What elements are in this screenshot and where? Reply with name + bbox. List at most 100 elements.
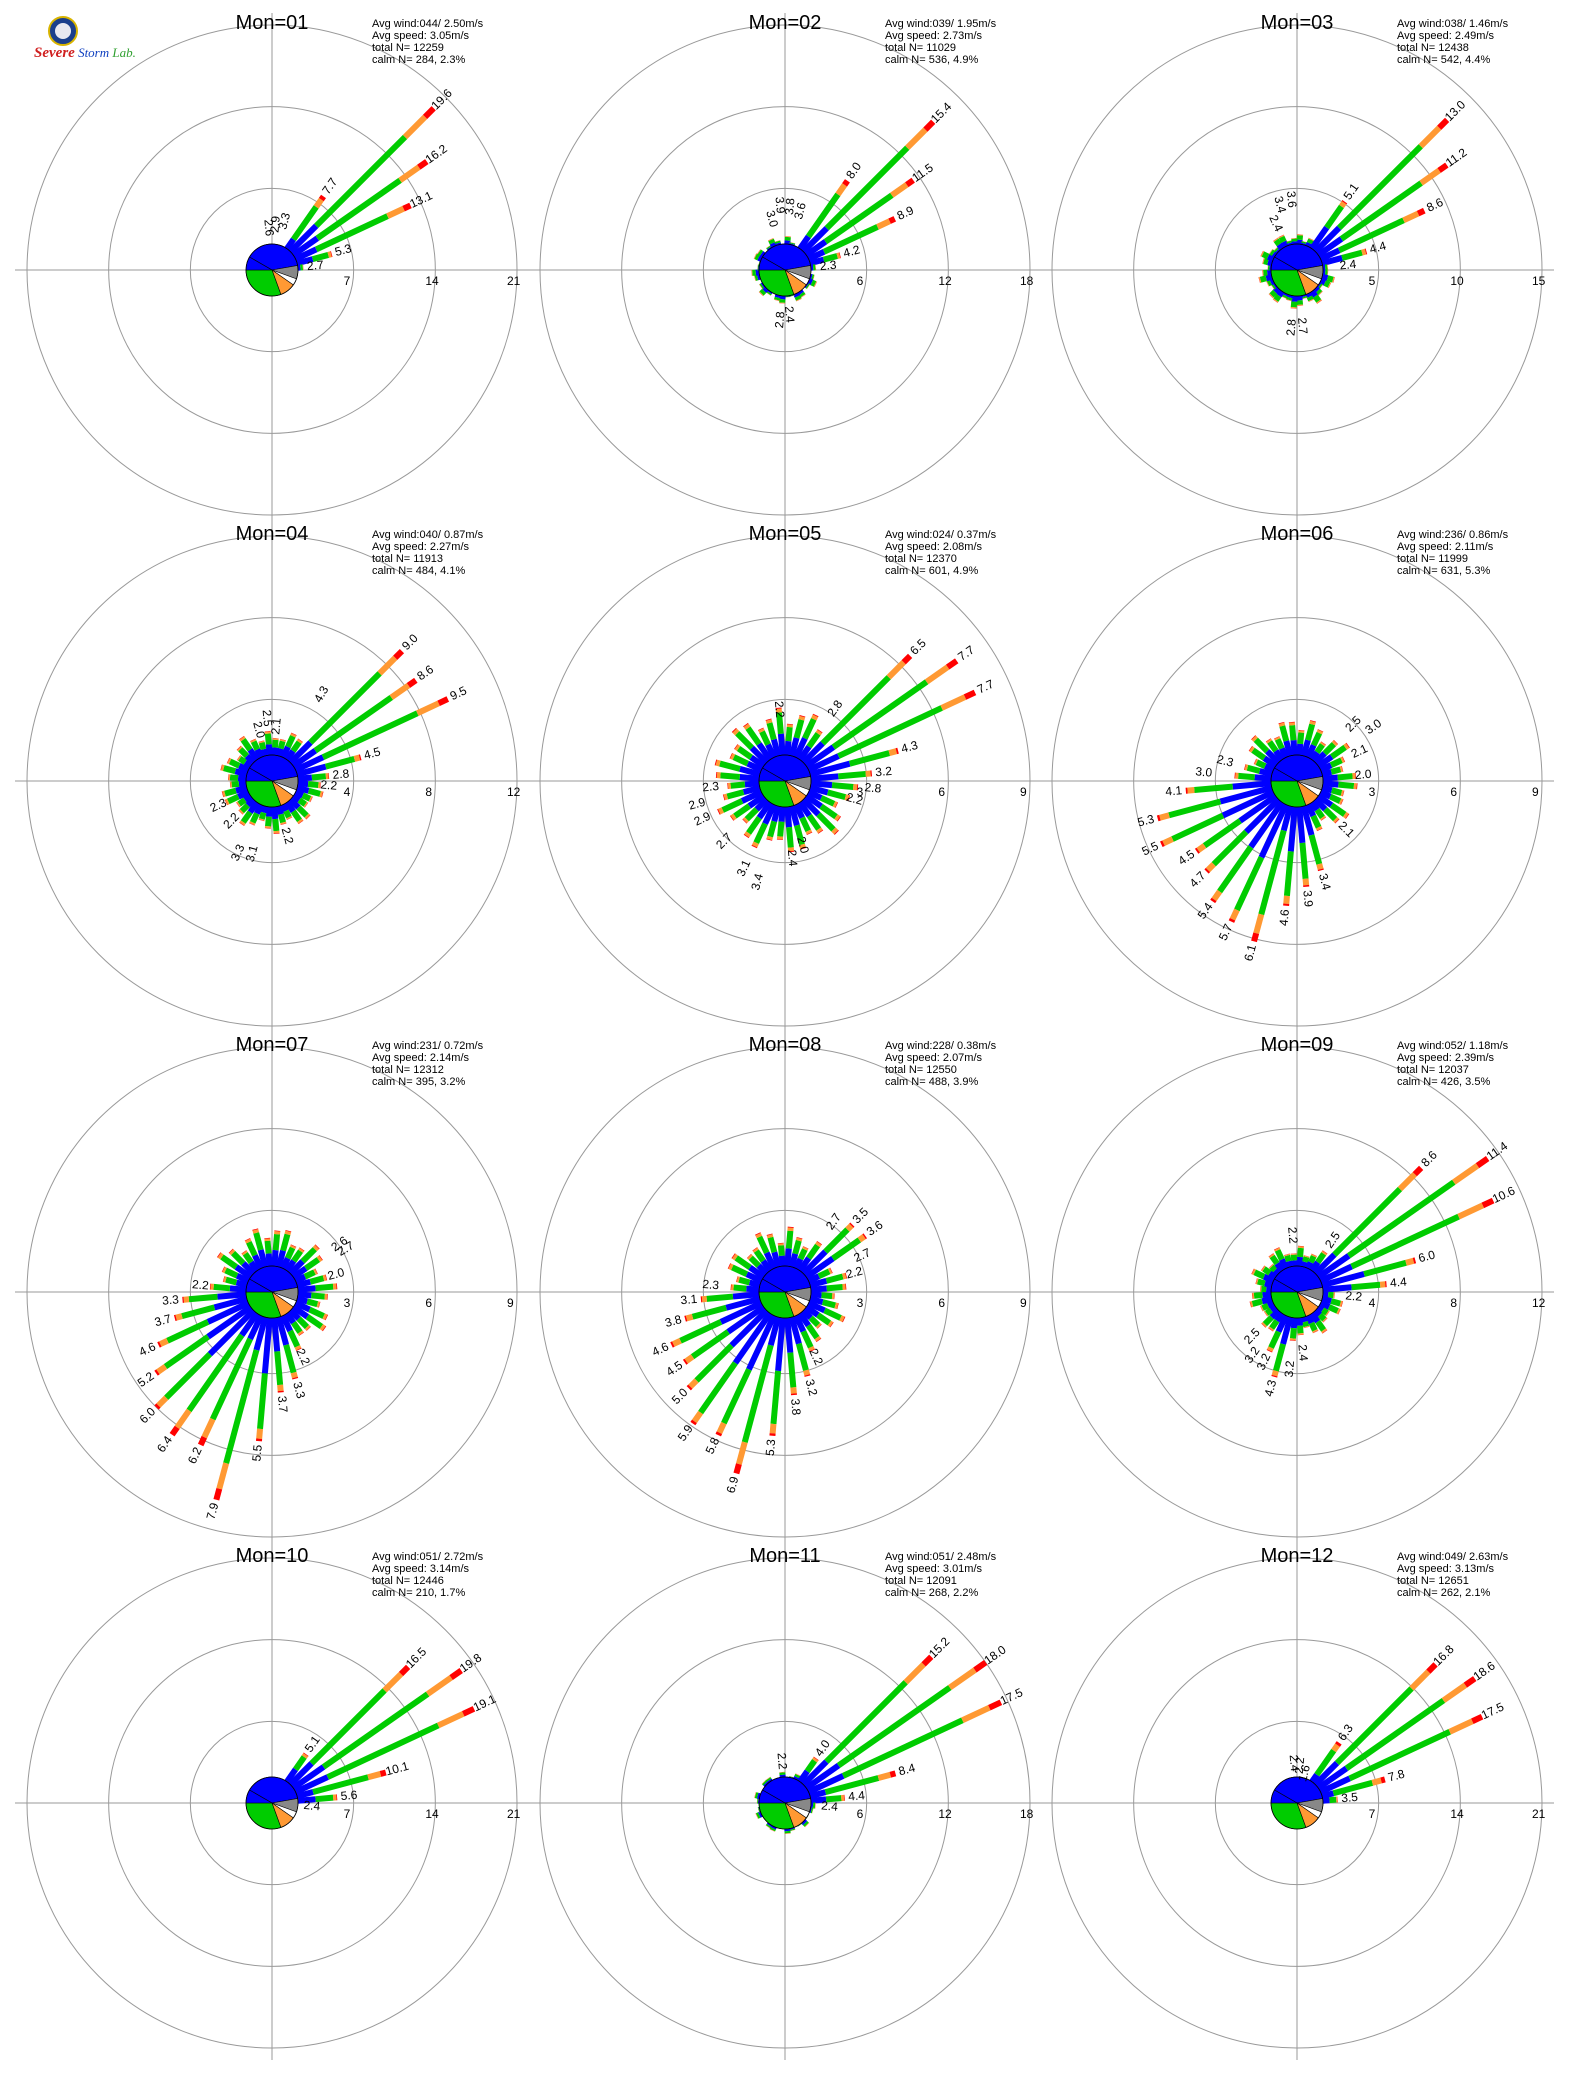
wind-bar-segment: [1262, 1273, 1275, 1284]
wind-bar-segment: [278, 813, 286, 824]
wind-bar-segment: [1332, 1186, 1403, 1257]
wind-bar-segment: [1313, 286, 1320, 293]
wind-bar-segment: [775, 1317, 786, 1372]
wind-bar-segment: [728, 1263, 734, 1271]
wind-bar-segment: [1300, 739, 1311, 757]
wind-bar-segment: [723, 793, 729, 801]
wind-bar-segment: [313, 694, 394, 754]
wind-bar-segment: [1347, 1179, 1456, 1259]
wind-bar-segment: [285, 734, 296, 749]
wind-bar-segment: [1319, 741, 1326, 747]
wind-bar-segment: [759, 251, 766, 258]
wind-bar-segment: [802, 1820, 809, 1827]
wind-bar-segment: [793, 1314, 807, 1333]
grid-ring: [26, 24, 518, 516]
wind-bar-segment: [296, 1278, 312, 1289]
wind-bar-segment: [237, 775, 247, 782]
wind-bar-segment: [1312, 1329, 1319, 1333]
wind-bar-segment: [297, 797, 307, 807]
wind-bar-segment: [1302, 1321, 1310, 1328]
wind-bar-segment: [290, 1371, 298, 1379]
wind-bar-segment: [237, 763, 250, 773]
bar-value-label: 4.3: [1261, 1378, 1279, 1398]
bar-value-label: 5.4: [1195, 900, 1216, 922]
wind-bar-segment: [291, 1304, 310, 1320]
wind-bar-segment: [777, 733, 786, 756]
wind-bar-segment: [766, 1234, 774, 1239]
bar-value-label: 4.6: [137, 1339, 158, 1359]
wind-bar-segment: [1310, 814, 1322, 829]
wind-bar-segment: [294, 789, 305, 799]
wind-bar-segment: [1269, 1254, 1280, 1266]
wind-bar-segment: [823, 1307, 842, 1321]
wind-bar-segment: [234, 1264, 253, 1280]
wind-bar-segment: [801, 741, 825, 765]
wind-bar-segment: [1296, 806, 1306, 844]
bar-value-label: 2.4: [1339, 257, 1357, 272]
wind-bar-segment: [250, 740, 261, 751]
bar-value-label: 2.4: [303, 1798, 321, 1813]
wind-bar-segment: [1331, 787, 1343, 796]
wind-bar-segment: [237, 755, 242, 761]
wind-bar-segment: [222, 765, 237, 775]
wind-bar-segment: [1325, 1310, 1330, 1317]
wind-bar-segment: [804, 239, 828, 258]
ring-tick-label: 5: [1369, 274, 1376, 288]
bar-value-label: 6.9: [724, 1475, 742, 1495]
wind-bar-segment: [1313, 1760, 1340, 1787]
wind-bar-segment: [749, 745, 769, 765]
wind-bar-segment: [322, 1313, 328, 1320]
wind-bar-segment: [763, 1251, 777, 1270]
wind-bar-segment: [1329, 802, 1347, 817]
wind-bar-segment: [804, 1256, 835, 1280]
wind-bar-segment: [1268, 293, 1274, 299]
panel-title: Mon=12: [1261, 1545, 1334, 1567]
wind-bar-segment: [1258, 803, 1289, 859]
wind-bar-segment: [1286, 296, 1293, 301]
panel-title: Mon=07: [236, 1034, 309, 1056]
wind-bar-segment: [825, 1273, 844, 1284]
wind-bar-segment: [229, 774, 239, 782]
wind-bar-segment: [940, 694, 967, 711]
wind-bar-segment: [793, 737, 808, 759]
stat-calm-n: calm N= 631, 5.3%: [1397, 565, 1490, 577]
bar-value-label: 6.0: [1417, 1247, 1437, 1265]
wind-bar-segment: [1244, 764, 1249, 771]
wind-bar-segment: [1211, 829, 1249, 867]
wind-bar-segment: [1350, 1213, 1460, 1270]
wind-bar-segment: [694, 1343, 734, 1383]
wind-bar-segment: [1162, 836, 1174, 846]
wind-bar-segment: [1268, 1253, 1275, 1259]
wind-bar-segment: [810, 1285, 828, 1293]
bar-value-label: 8.6: [1424, 195, 1445, 215]
wind-bar-segment: [738, 1276, 751, 1286]
wind-bar-segment: [1232, 780, 1272, 790]
bar-value-label: 3.4: [748, 872, 766, 892]
wind-bar-segment: [804, 1304, 820, 1318]
wind-bar-segment: [256, 1428, 264, 1439]
bar-value-label: 3.6: [791, 201, 809, 221]
grid-ring: [26, 535, 518, 1027]
wind-bar-segment: [1160, 840, 1165, 847]
wind-bar-segment: [1316, 863, 1324, 870]
bar-value-label: 2.7: [306, 258, 324, 273]
wind-bar-segment: [804, 793, 823, 809]
wind-bar-segment: [156, 1364, 168, 1375]
wind-bar-segment: [1254, 774, 1272, 782]
stat-avg-wind: Avg wind:231/ 0.72m/s: [372, 1040, 484, 1052]
grid-ring: [702, 1720, 868, 1886]
wind-bar-segment: [1305, 1261, 1314, 1270]
wind-bar-segment: [844, 794, 850, 801]
hub-outline: [1270, 1265, 1324, 1319]
wind-bar-segment: [759, 730, 771, 746]
bar-value-label: 2.5: [1342, 713, 1364, 735]
panel-title: Mon=10: [236, 1545, 309, 1567]
bar-value-label: 5.0: [669, 1385, 691, 1407]
bar-value-label: 4.5: [1175, 847, 1197, 868]
wind-bar-segment: [1310, 731, 1323, 747]
wind-bar-segment: [805, 283, 811, 289]
grid-ring: [1214, 1720, 1380, 1886]
wind-bar-segment: [239, 1311, 260, 1337]
hub-outline: [1270, 243, 1324, 297]
wind-bar-segment: [815, 729, 823, 736]
